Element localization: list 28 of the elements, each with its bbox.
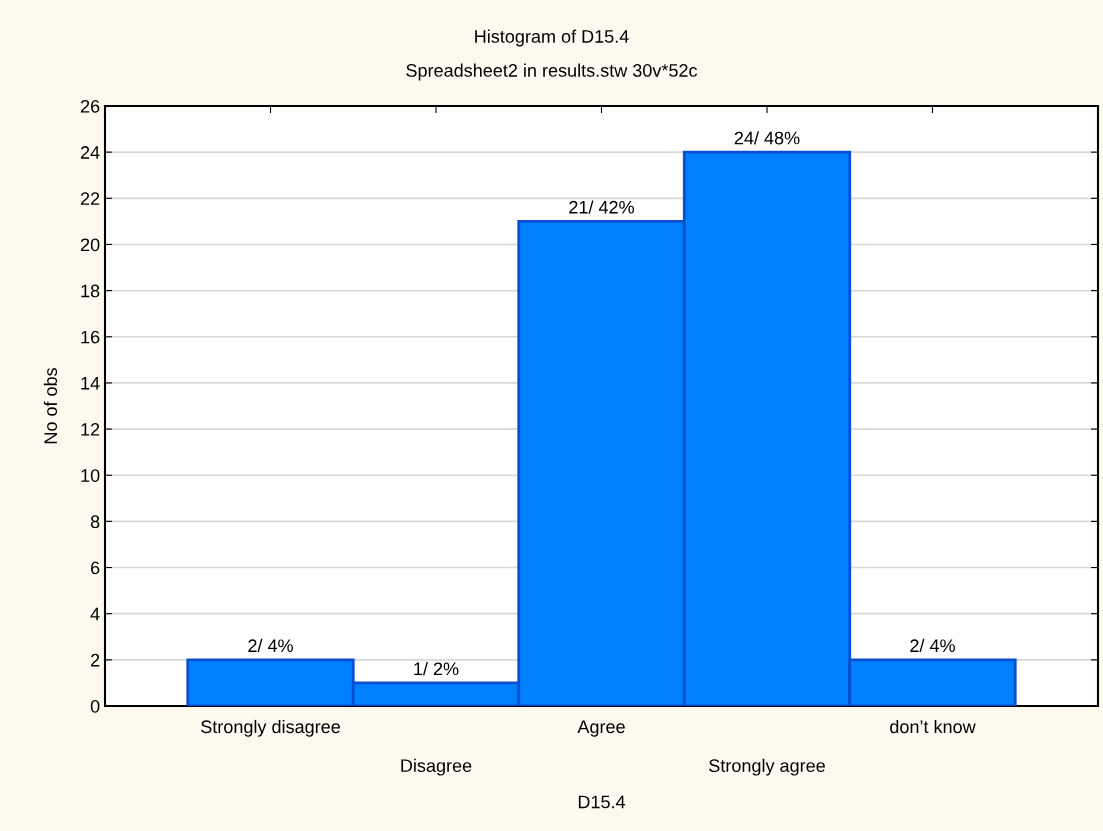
x-axis-title: D15.4 xyxy=(578,795,626,809)
y-tick-label: 24 xyxy=(80,146,100,159)
x-tick-label: Strongly disagree xyxy=(201,719,340,737)
chart-title: Histogram of D15.4 xyxy=(475,29,629,47)
y-tick-label: 16 xyxy=(81,330,100,344)
data-label: 24/ 48% xyxy=(734,131,800,145)
x-tick-label: Strongly agree xyxy=(709,758,825,776)
data-label: 2/ 4% xyxy=(910,638,955,653)
y-tick-label: 18 xyxy=(81,284,100,298)
y-tick-label: 4 xyxy=(90,607,100,621)
y-tick-label: 2 xyxy=(91,653,100,667)
data-label: 21/ 42% xyxy=(569,200,634,214)
x-tick-label: don’t know xyxy=(890,719,976,734)
data-label: 1/ 2% xyxy=(414,661,459,676)
y-tick-label: 22 xyxy=(80,192,100,205)
x-tick-label: Disagree xyxy=(401,758,472,776)
y-tick-label: 0 xyxy=(90,699,100,713)
y-tick-label: 20 xyxy=(80,238,100,252)
y-tick-label: 8 xyxy=(90,515,100,529)
y-tick-label: 12 xyxy=(81,423,100,436)
y-tick-label: 10 xyxy=(81,469,100,482)
y-tick-label: 26 xyxy=(80,99,100,113)
chart-subtitle: Spreadsheet2 in results.stw 30v*52c xyxy=(406,63,698,81)
y-axis-title: No of obs xyxy=(43,368,58,444)
y-tick-label: 6 xyxy=(91,561,100,575)
data-label: 2/ 4% xyxy=(248,638,293,653)
x-tick-label: Agree xyxy=(577,720,625,737)
y-tick-label: 14 xyxy=(81,377,100,390)
